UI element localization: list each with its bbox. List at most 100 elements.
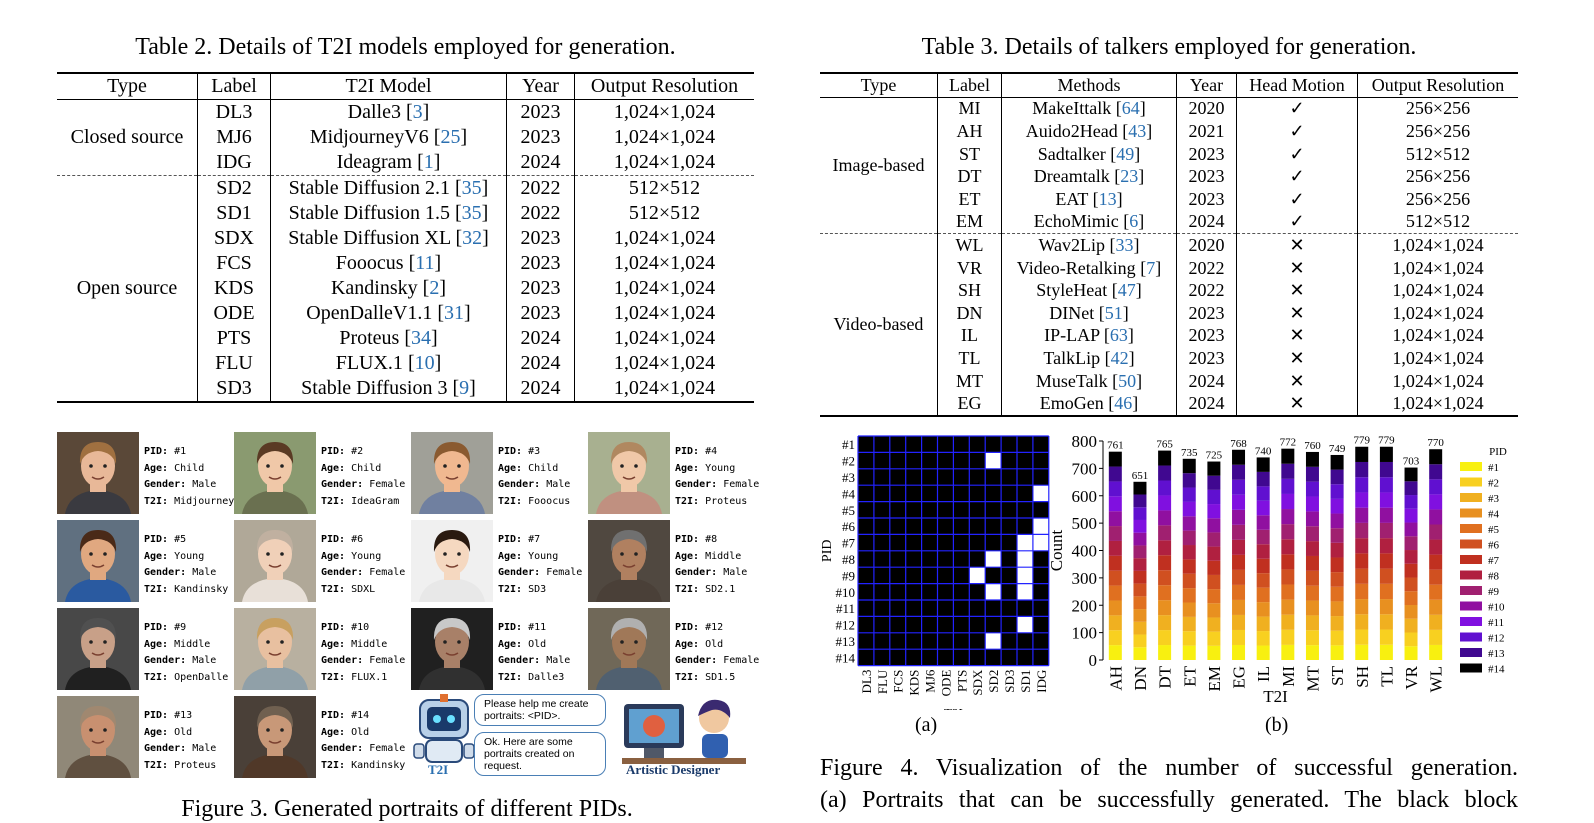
portrait-age-key: Age: <box>144 550 169 562</box>
t2-citation[interactable]: 35 <box>461 177 482 199</box>
t2-citation[interactable]: 31 <box>444 302 465 324</box>
bar-x-tick: IL <box>1254 666 1273 682</box>
t2-resolution: 1,024×1,024 <box>574 326 754 351</box>
bar-segment <box>1232 614 1246 630</box>
t2-citation[interactable]: 9 <box>459 377 470 399</box>
bar-segment <box>1133 634 1147 648</box>
t3-citation[interactable]: 7 <box>1146 257 1156 278</box>
portrait-gender-value: Male <box>192 655 217 666</box>
bar-segment <box>1133 570 1147 584</box>
bar-segment <box>1330 469 1344 485</box>
t2-model: MidjourneyV6 [25] <box>270 125 507 150</box>
bar-segment <box>1404 632 1418 647</box>
t2-citation[interactable]: 10 <box>414 352 435 374</box>
t3-resolution: 256×256 <box>1357 120 1518 143</box>
t2-citation[interactable]: 1 <box>423 151 434 173</box>
t3-citation[interactable]: 42 <box>1110 347 1129 368</box>
portrait-age-line: Age: Child <box>498 461 570 478</box>
t2-citation[interactable]: 3 <box>412 101 423 123</box>
t3-citation[interactable]: 13 <box>1098 188 1117 209</box>
t3-row: Video-based WL Wav2Lip [33] 2020 ✕ 1,024×1,02… <box>820 233 1518 416</box>
portrait-pid-value: #6 <box>351 534 364 545</box>
portrait-gender-key: Gender: <box>321 655 364 666</box>
portrait-age-line: Age: Young <box>144 549 228 566</box>
t3-year: 2023 <box>1176 142 1237 166</box>
t2-citation[interactable]: 32 <box>462 227 483 249</box>
portrait-pid-key: PID: <box>321 622 346 633</box>
bar-segment <box>1256 500 1270 516</box>
bar-segment <box>1207 560 1221 575</box>
t3-citation[interactable]: 47 <box>1117 280 1136 301</box>
bar-segment <box>1108 645 1122 660</box>
t2-model: Proteus [34] <box>270 326 507 351</box>
bar-y-axis-label: Count <box>1048 529 1066 571</box>
bar-segment <box>1182 473 1196 488</box>
t2-citation[interactable]: 11 <box>415 252 435 274</box>
t3-citation[interactable]: 33 <box>1115 234 1134 255</box>
portrait-gender-key: Gender: <box>144 655 187 666</box>
t2-resolution: 1,024×1,024 <box>574 226 754 251</box>
legend-swatch <box>1460 477 1482 487</box>
portrait-t2i-key: T2I: <box>498 495 523 507</box>
portrait-card: PID: #8 Age: Middle Gender: Male T2I: SD2.1 <box>588 520 760 602</box>
bar-segment <box>1429 569 1443 585</box>
bar-segment <box>1281 569 1295 585</box>
bar-x-tick: ST <box>1328 665 1347 685</box>
bar-y-tick: 800 <box>1072 432 1098 451</box>
portrait-gender-line: Gender: Female <box>321 653 405 670</box>
subfigure-a-label: (a) <box>915 714 938 736</box>
t2-label: SD3 <box>197 376 271 402</box>
t3-head-motion: ✕ <box>1236 324 1358 348</box>
t3-citation[interactable]: 49 <box>1116 143 1135 164</box>
t2-year: 2023 <box>506 301 575 326</box>
heatmap-y-tick: #9 <box>842 568 855 583</box>
t3-citation[interactable]: 43 <box>1128 120 1147 141</box>
portrait-card: PID: #6 Age: Young Gender: Female T2I: SDXL <box>234 520 406 602</box>
portrait-t2i-line: T2I: IdeaGram <box>321 494 405 511</box>
bar-segment <box>1108 615 1122 631</box>
bar-segment <box>1133 545 1147 559</box>
t3-citation[interactable]: 64 <box>1121 98 1140 119</box>
bar-segment <box>1133 481 1147 495</box>
t3-citation[interactable]: 50 <box>1118 370 1137 391</box>
portrait-age-line: Age: Old <box>675 637 759 654</box>
bar-segment <box>1379 492 1393 508</box>
portrait-info: PID: #7 Age: Young Gender: Female T2I: SD3 <box>498 532 582 598</box>
bar-segment <box>1305 585 1319 601</box>
table2-caption: Table 2. Details of T2I models employed … <box>135 34 676 60</box>
bar-segment <box>1207 461 1221 476</box>
t3-citation[interactable]: 63 <box>1109 325 1128 346</box>
portrait-pid-key: PID: <box>321 710 346 721</box>
portrait-pid-value: #3 <box>528 446 541 457</box>
portrait-card: PID: #2 Age: Child Gender: Female T2I: Idea… <box>234 432 406 514</box>
t2-citation[interactable]: 2 <box>429 277 440 299</box>
t2-citation[interactable]: 35 <box>461 202 482 224</box>
t3-year: 2024 <box>1176 392 1237 416</box>
t3-resolution: 512×512 <box>1357 142 1518 166</box>
t3-label: TL <box>937 347 1002 370</box>
t2-citation[interactable]: 25 <box>440 126 461 148</box>
bar-segment <box>1305 541 1319 556</box>
portrait-t2i-key: T2I: <box>321 583 346 595</box>
t3-citation[interactable]: 46 <box>1114 393 1133 414</box>
t2-citation[interactable]: 34 <box>411 327 431 349</box>
portrait-pid-key: PID: <box>675 446 700 457</box>
legend-label: #11 <box>1488 617 1504 629</box>
portrait-image <box>57 608 139 690</box>
t2-year: 2023 <box>506 99 575 125</box>
portrait-t2i-value: FLUX.1 <box>351 671 388 683</box>
t3-citation[interactable]: 6 <box>1129 211 1139 232</box>
heatmap-y-tick: #5 <box>842 503 855 518</box>
bar-segment <box>1330 586 1344 602</box>
portrait-info: PID: #13 Age: Old Gender: Male T2I: Proteus <box>144 708 216 774</box>
bar-segment <box>1305 451 1319 467</box>
t2-row: FLU FLUX.1 [10] 2024 1,024×1,024 <box>57 351 754 376</box>
portrait-info: PID: #9 Age: Middle Gender: Male T2I: OpenD… <box>144 620 228 686</box>
bar-segment <box>1305 645 1319 660</box>
bar-segment <box>1281 509 1295 525</box>
portrait-age-value: Middle <box>174 638 211 650</box>
t3-citation[interactable]: 51 <box>1104 302 1123 323</box>
robot-label: T2I <box>428 762 449 777</box>
t3-citation[interactable]: 23 <box>1120 166 1139 187</box>
t3-method: IP-LAP [63] <box>1001 324 1177 348</box>
